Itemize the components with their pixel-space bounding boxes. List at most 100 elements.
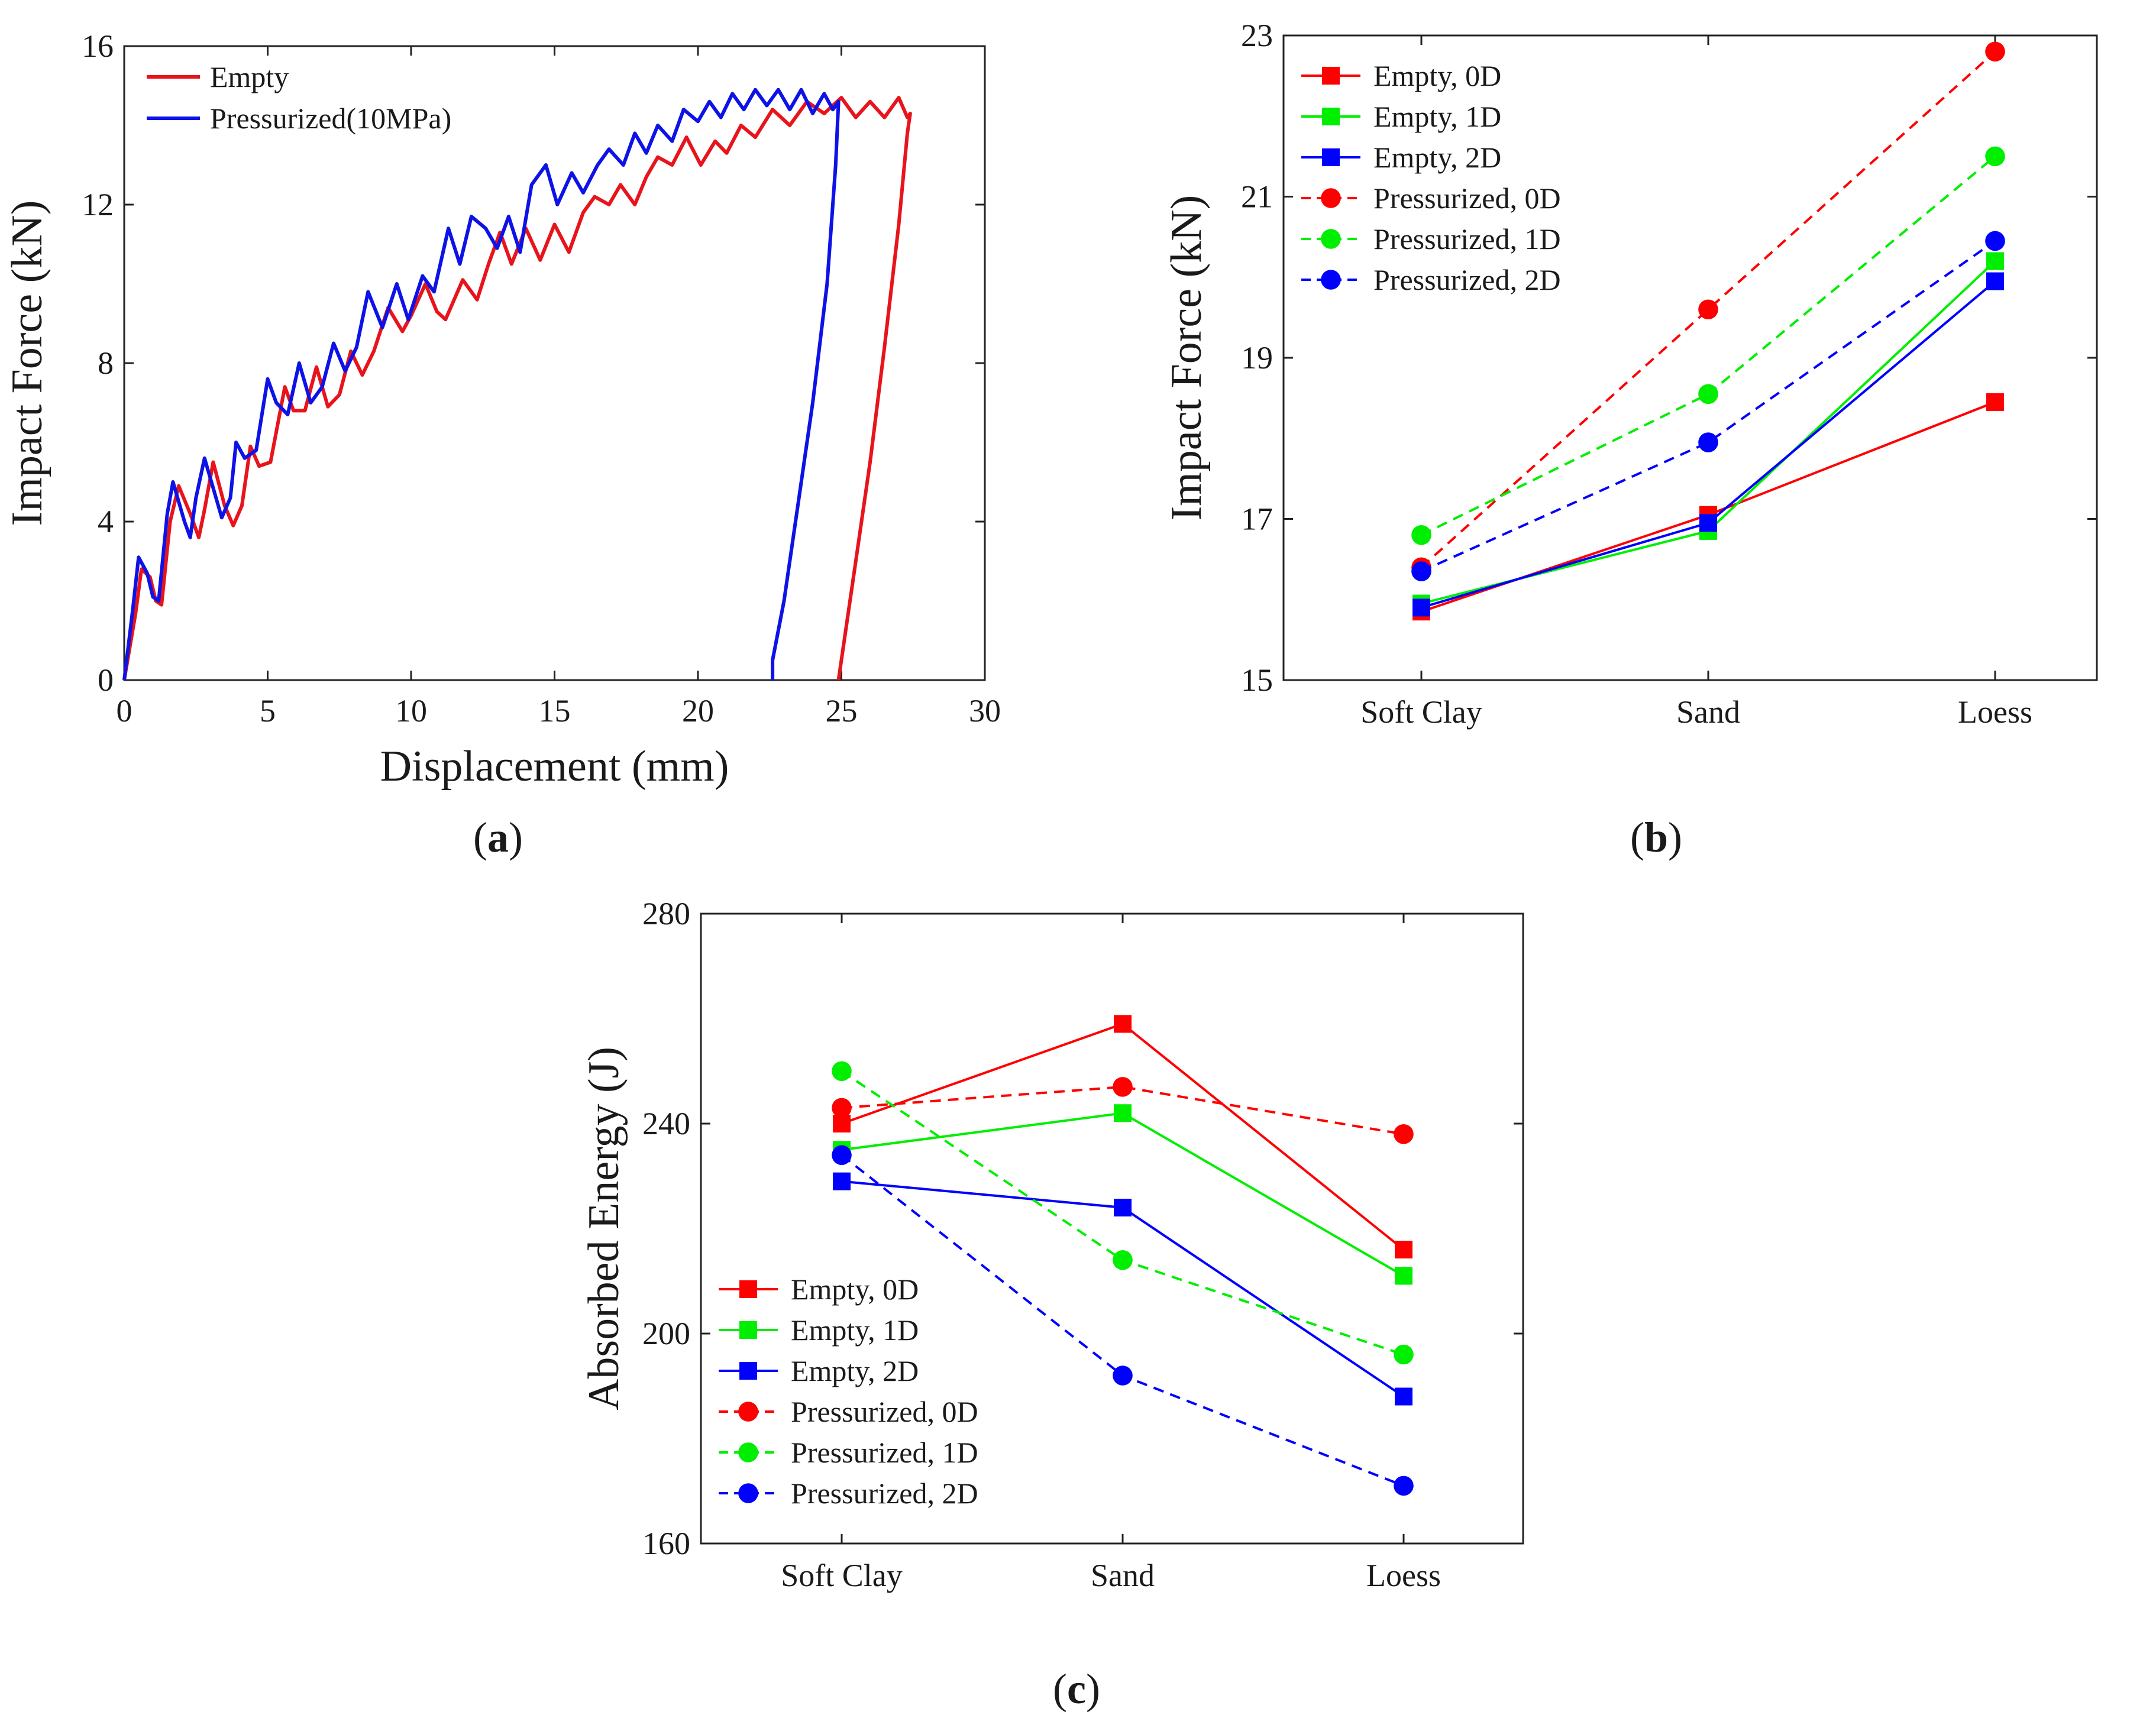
panel-a-xtick-label: 30: [969, 693, 1001, 729]
panel-b-legend-label-2: Empty, 2D: [1373, 141, 1501, 174]
panel-c-point-0-1: [1114, 1015, 1132, 1033]
panel-c-legend-marker-3: [738, 1402, 758, 1422]
panel-b-legend-label-5: Pressurized, 2D: [1373, 263, 1561, 296]
panel-c-caption-letter: c: [1067, 1665, 1086, 1713]
panel-c-point-5-1: [1113, 1365, 1133, 1386]
panel-b-category-label: Loess: [1958, 694, 2032, 730]
panel-a-caption-letter: a: [487, 814, 509, 861]
panel-b-legend-marker-5: [1321, 270, 1341, 290]
panel-b-ytick-label: 17: [1241, 501, 1273, 537]
panel-a-xtick-label: 5: [260, 693, 276, 729]
panel-b-point-1-2: [1986, 252, 2004, 270]
panel-a-xtick-label: 20: [682, 693, 714, 729]
panel-c-ytick-label: 240: [642, 1106, 690, 1141]
panel-c-point-3-1: [1113, 1077, 1133, 1097]
panel-c-point-1-2: [1395, 1267, 1412, 1285]
panel-c-point-4-0: [832, 1061, 852, 1082]
panel-b-category-label: Soft Clay: [1360, 694, 1482, 730]
panel-c-legend-label-3: Pressurized, 0D: [791, 1395, 978, 1428]
panel-b-point-5-1: [1698, 432, 1718, 452]
panel-c-category-label: Soft Clay: [781, 1558, 903, 1593]
panel-b-point-2-0: [1412, 598, 1430, 617]
panel-b-point-3-1: [1698, 299, 1718, 320]
panel-b-point-0-2: [1986, 393, 2004, 411]
panel-c-legend-label-1: Empty, 1D: [791, 1313, 919, 1347]
panel-b-series-line-3: [1420, 50, 1996, 568]
panel-c-legend-marker-4: [738, 1442, 758, 1462]
panel-c-legend-marker-2: [739, 1362, 757, 1380]
panel-b-ytick-label: 19: [1241, 340, 1273, 376]
panel-b-category-label: Sand: [1676, 694, 1740, 730]
panel-b-y-axis-title: Impact Force (kN): [1162, 195, 1211, 521]
panel-a-ytick-label: 12: [82, 187, 114, 222]
panel-a-caption-close: ): [509, 814, 523, 861]
panel-c-point-4-1: [1113, 1250, 1133, 1270]
panel-c-caption-open: (: [1053, 1665, 1067, 1713]
panel-b-point-2-1: [1699, 514, 1717, 532]
panel-b-point-5-2: [1985, 231, 2005, 251]
panel-c-ytick-label: 280: [642, 896, 690, 931]
panel-a-caption: (a): [473, 814, 523, 861]
panel-a-legend-label-1: Pressurized(10MPa): [210, 102, 451, 135]
panel-c-legend-marker-1: [739, 1321, 757, 1339]
panel-c-legend-marker-5: [738, 1483, 758, 1503]
panel-b-legend-label-3: Pressurized, 0D: [1373, 182, 1561, 215]
panel-b-caption: (b): [1630, 814, 1682, 861]
panel-a-xtick-label: 0: [117, 693, 132, 729]
panel-b-caption-open: (: [1630, 814, 1644, 861]
panel-a-ytick-label: 16: [82, 28, 114, 64]
panel-c-point-2-0: [833, 1172, 851, 1190]
panel-c-y-axis-title: Absorbed Energy (J): [580, 1047, 628, 1410]
panel-c: 160 200 240 280 Absorbed Energy (J) Soft Clay…: [580, 896, 1524, 1713]
panel-c-series-line-3: [841, 1085, 1404, 1135]
panel-b-point-4-2: [1985, 146, 2005, 167]
panel-a-plot-frame: [123, 45, 986, 681]
panel-a-ytick-label: 0: [98, 662, 114, 698]
panel-c-point-3-2: [1394, 1124, 1414, 1144]
panel-c-legend-marker-0: [739, 1280, 757, 1298]
panel-b: 15 17 19 21 23 Impact Force (kN) Soft Clay Sand…: [1162, 18, 2098, 861]
panel-c-point-2-1: [1114, 1199, 1132, 1216]
panel-a-legend-label-0: Empty: [210, 60, 289, 93]
panel-b-caption-letter: b: [1644, 814, 1668, 861]
panel-a-caption-open: (: [473, 814, 487, 861]
panel-c-category-label: Sand: [1091, 1558, 1155, 1593]
panel-a-xtick-label: 25: [826, 693, 858, 729]
panel-c-point-3-0: [832, 1098, 852, 1118]
panel-b-point-5-0: [1411, 561, 1431, 581]
panel-a-xtick-label: 10: [395, 693, 427, 729]
panel-c-caption: (c): [1053, 1665, 1100, 1713]
panel-c-legend-label-0: Empty, 0D: [791, 1273, 919, 1306]
panel-b-legend-marker-3: [1321, 188, 1341, 208]
panel-c-legend-label-5: Pressurized, 2D: [791, 1477, 978, 1510]
panel-b-ytick-label: 15: [1241, 662, 1273, 698]
panel-b-legend-marker-2: [1322, 148, 1340, 166]
panel-c-legend-label-2: Empty, 2D: [791, 1354, 919, 1387]
panel-b-ytick-label: 21: [1241, 179, 1273, 215]
panel-a-x-axis-title: Displacement (mm): [380, 742, 729, 791]
panel-c-point-2-2: [1395, 1387, 1412, 1406]
panel-b-legend-label-0: Empty, 0D: [1373, 59, 1501, 92]
panel-b-point-4-1: [1698, 384, 1718, 405]
panel-b-ytick-label: 23: [1241, 18, 1273, 53]
panel-a-series-line-0: [122, 96, 912, 681]
panel-c-caption-close: ): [1086, 1665, 1100, 1713]
panel-b-legend-marker-4: [1321, 229, 1341, 249]
panel-c-point-5-0: [832, 1145, 852, 1166]
panel-c-ytick-label: 200: [642, 1316, 690, 1351]
panel-c-point-5-2: [1394, 1475, 1414, 1496]
panel-a-ytick-label: 4: [98, 504, 114, 539]
panel-c-category-label: Loess: [1366, 1558, 1441, 1593]
panel-b-legend-label-1: Empty, 1D: [1373, 100, 1501, 133]
panel-a-y-axis-title: Impact Force (kN): [3, 200, 51, 526]
panel-b-legend-label-4: Pressurized, 1D: [1373, 222, 1561, 255]
panel-c-legend-label-4: Pressurized, 1D: [791, 1436, 978, 1469]
panel-c-plot-frame: [700, 912, 1524, 1545]
panel-a-xtick-label: 15: [539, 693, 571, 729]
panel-b-legend-marker-1: [1322, 108, 1340, 125]
panel-b-legend-marker-0: [1322, 67, 1340, 85]
panel-b-caption-close: ): [1668, 814, 1682, 861]
panel-a: 0 4 8 12 16 Impact Force (kN) 0 5 10 15 20 25 30 Disp…: [3, 28, 1001, 861]
panel-b-point-4-0: [1411, 525, 1431, 545]
panel-a-ytick-label: 8: [98, 345, 114, 381]
